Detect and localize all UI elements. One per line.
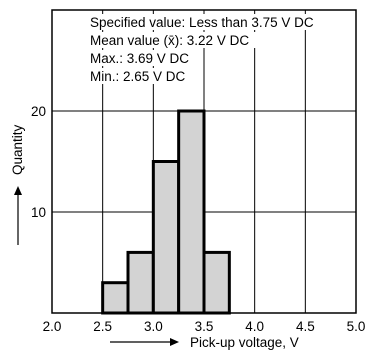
histogram-bar	[101, 281, 130, 315]
x-axis-arrow	[110, 338, 179, 346]
tick-labels: 2.0 2.5 3.0 3.5 4.0 4.5 5.0 10 20	[31, 104, 365, 334]
x-tick-label: 5.0	[347, 319, 366, 334]
annotation-backdrop	[88, 50, 202, 66]
y-tick-label: 20	[31, 104, 46, 119]
y-axis-arrow	[14, 186, 22, 245]
histogram-bar	[151, 160, 181, 315]
annotation-backdrop	[88, 32, 282, 48]
annotation-line: Mean value (x̄): 3.22 V DC	[90, 33, 249, 48]
plot-frame	[51, 9, 357, 314]
x-tick-label: 3.0	[144, 319, 163, 334]
annotation-line: Max.: 3.69 V DC	[90, 51, 189, 66]
annotation-line: Min.: 2.65 V DC	[90, 69, 186, 84]
x-axis-label: Pick-up voltage, V	[190, 335, 299, 350]
y-tick-label: 10	[31, 205, 46, 220]
histogram-bar	[202, 250, 231, 315]
annotation-line: Specified value: Less than 3.75 V DC	[90, 15, 314, 30]
x-tick-label: 2.5	[93, 319, 112, 334]
annotation-backdrop	[88, 14, 354, 30]
x-tick-label: 4.5	[296, 319, 315, 334]
histogram-bar	[126, 250, 155, 315]
x-tick-label: 3.5	[195, 319, 214, 334]
x-tick-label: 4.0	[245, 319, 264, 334]
annotation-backdrop	[88, 68, 202, 84]
x-tick-label: 2.0	[43, 319, 62, 334]
y-axis-label: Quantity	[10, 124, 25, 175]
histogram-bar	[177, 109, 206, 315]
annotation-block: Specified value: Less than 3.75 V DC Mean…	[88, 14, 354, 84]
